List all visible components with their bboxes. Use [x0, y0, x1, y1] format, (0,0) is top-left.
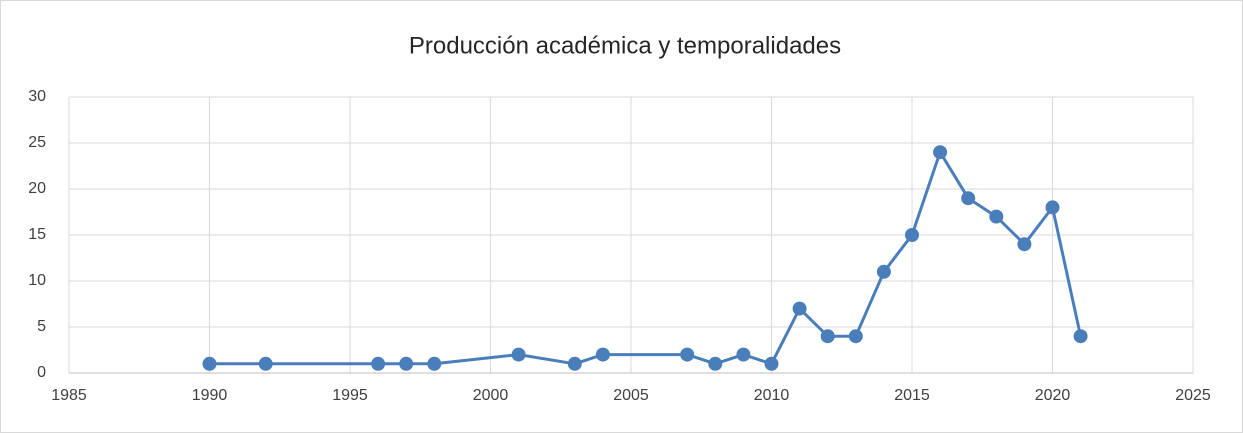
y-tick-label: 30: [28, 88, 46, 105]
data-point: [680, 347, 695, 362]
x-tick-label: 2020: [1035, 387, 1071, 404]
data-point: [399, 356, 414, 371]
data-point: [764, 356, 779, 371]
data-point: [427, 356, 442, 371]
data-point: [933, 145, 948, 160]
data-point: [1073, 329, 1088, 344]
data-point: [736, 347, 751, 362]
x-tick-label: 1995: [332, 387, 368, 404]
data-point: [848, 329, 863, 344]
data-point: [820, 329, 835, 344]
data-point: [1017, 237, 1032, 252]
x-tick-label: 2015: [894, 387, 930, 404]
data-point: [258, 356, 273, 371]
data-point: [792, 301, 807, 316]
chart-title: Producción académica y temporalidades: [409, 32, 841, 59]
x-tick-label: 2000: [473, 387, 509, 404]
y-tick-label: 10: [28, 272, 46, 289]
y-tick-label: 5: [37, 318, 46, 335]
x-tick-label: 2005: [613, 387, 649, 404]
data-point: [1045, 200, 1060, 215]
x-tick-label: 1990: [192, 387, 228, 404]
y-tick-label: 20: [28, 180, 46, 197]
data-point: [708, 356, 723, 371]
x-tick-label: 2025: [1175, 387, 1211, 404]
data-point: [961, 191, 976, 206]
x-tick-label: 2010: [754, 387, 790, 404]
data-point: [371, 356, 386, 371]
data-point: [876, 264, 891, 279]
data-point: [905, 228, 919, 242]
x-tick-label: 1985: [51, 387, 87, 404]
data-point: [595, 347, 610, 362]
data-point: [567, 356, 582, 371]
data-point: [511, 347, 526, 362]
data-point: [202, 356, 217, 371]
y-tick-label: 25: [28, 134, 46, 151]
data-point: [989, 209, 1004, 224]
y-tick-label: 15: [28, 226, 46, 243]
y-tick-label: 0: [37, 364, 46, 381]
